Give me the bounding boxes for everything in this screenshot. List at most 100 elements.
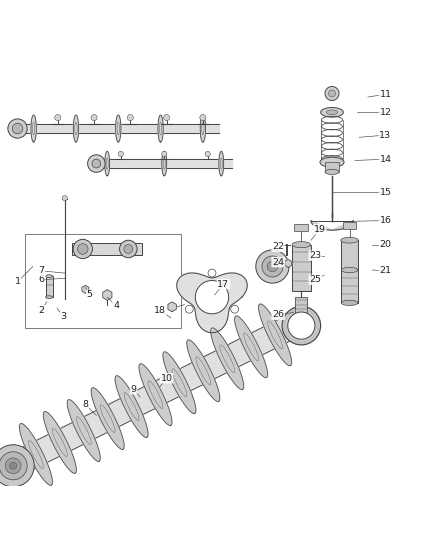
Ellipse shape xyxy=(321,108,343,117)
Circle shape xyxy=(91,115,97,120)
Circle shape xyxy=(195,280,229,314)
Ellipse shape xyxy=(46,296,53,298)
Ellipse shape xyxy=(46,274,53,278)
Text: 21: 21 xyxy=(379,266,392,276)
Polygon shape xyxy=(115,376,148,438)
Text: 5: 5 xyxy=(87,290,93,300)
Circle shape xyxy=(127,115,134,120)
Polygon shape xyxy=(139,364,172,425)
Polygon shape xyxy=(7,312,304,477)
Text: 6: 6 xyxy=(39,275,45,284)
Circle shape xyxy=(0,452,27,480)
Polygon shape xyxy=(91,387,124,449)
Circle shape xyxy=(62,196,67,201)
Text: 9: 9 xyxy=(131,385,137,394)
Polygon shape xyxy=(163,352,196,414)
Text: 1: 1 xyxy=(14,277,21,286)
Text: 15: 15 xyxy=(379,188,392,197)
Circle shape xyxy=(282,306,321,345)
Text: 23: 23 xyxy=(309,251,321,260)
Polygon shape xyxy=(96,159,232,168)
Polygon shape xyxy=(43,411,76,473)
Polygon shape xyxy=(31,115,36,142)
Circle shape xyxy=(55,115,61,120)
Circle shape xyxy=(124,245,133,253)
Circle shape xyxy=(200,115,206,120)
Text: 22: 22 xyxy=(272,243,284,251)
Polygon shape xyxy=(19,424,53,485)
Ellipse shape xyxy=(326,110,338,115)
Circle shape xyxy=(73,239,92,259)
Circle shape xyxy=(288,312,315,339)
Text: 2: 2 xyxy=(39,306,45,315)
Circle shape xyxy=(163,115,170,120)
Polygon shape xyxy=(67,400,100,462)
Text: 13: 13 xyxy=(379,131,392,140)
Polygon shape xyxy=(73,115,78,142)
Polygon shape xyxy=(235,316,268,378)
Text: 7: 7 xyxy=(39,266,45,276)
Bar xyxy=(294,223,308,231)
Ellipse shape xyxy=(325,169,339,174)
Polygon shape xyxy=(187,340,220,401)
Polygon shape xyxy=(211,328,244,390)
Ellipse shape xyxy=(341,300,358,305)
Polygon shape xyxy=(219,151,224,176)
Circle shape xyxy=(208,269,216,277)
Text: 24: 24 xyxy=(272,257,284,266)
Ellipse shape xyxy=(341,237,358,243)
Text: 14: 14 xyxy=(379,155,392,164)
Circle shape xyxy=(78,244,88,254)
Polygon shape xyxy=(18,124,219,133)
Text: 12: 12 xyxy=(379,108,392,117)
Text: 17: 17 xyxy=(217,279,230,288)
Text: 25: 25 xyxy=(309,275,321,284)
Circle shape xyxy=(325,86,339,101)
Text: 11: 11 xyxy=(379,90,392,99)
Circle shape xyxy=(267,261,278,272)
Bar xyxy=(325,162,339,172)
Circle shape xyxy=(328,90,336,97)
Circle shape xyxy=(162,151,167,157)
Circle shape xyxy=(205,151,210,157)
Bar xyxy=(72,243,142,255)
Polygon shape xyxy=(285,260,292,268)
Text: 20: 20 xyxy=(379,240,392,249)
Text: 8: 8 xyxy=(82,400,88,409)
Polygon shape xyxy=(258,304,292,366)
Text: 4: 4 xyxy=(113,302,119,310)
Polygon shape xyxy=(311,221,353,230)
Circle shape xyxy=(12,123,23,134)
Circle shape xyxy=(5,458,21,474)
Text: 3: 3 xyxy=(60,312,67,321)
Circle shape xyxy=(118,151,124,157)
Polygon shape xyxy=(158,115,163,142)
Text: 10: 10 xyxy=(160,374,173,383)
Circle shape xyxy=(92,159,101,168)
Bar xyxy=(46,276,53,297)
Polygon shape xyxy=(200,115,205,142)
Circle shape xyxy=(10,462,17,469)
Circle shape xyxy=(231,305,239,313)
Circle shape xyxy=(262,256,283,277)
Bar xyxy=(341,270,358,303)
Circle shape xyxy=(0,445,34,487)
Polygon shape xyxy=(177,273,247,333)
Circle shape xyxy=(88,155,105,172)
Text: 18: 18 xyxy=(154,306,166,315)
Text: 16: 16 xyxy=(379,216,392,225)
Polygon shape xyxy=(105,151,110,176)
Bar xyxy=(292,245,311,290)
Text: 19: 19 xyxy=(314,225,326,234)
Bar xyxy=(341,240,358,269)
Ellipse shape xyxy=(292,241,311,248)
Polygon shape xyxy=(82,285,89,293)
Polygon shape xyxy=(103,290,112,300)
Circle shape xyxy=(185,305,193,313)
Circle shape xyxy=(120,240,137,258)
Bar xyxy=(295,297,307,314)
Polygon shape xyxy=(168,302,177,312)
Text: 26: 26 xyxy=(272,310,284,319)
Ellipse shape xyxy=(341,268,358,273)
Ellipse shape xyxy=(320,157,344,167)
